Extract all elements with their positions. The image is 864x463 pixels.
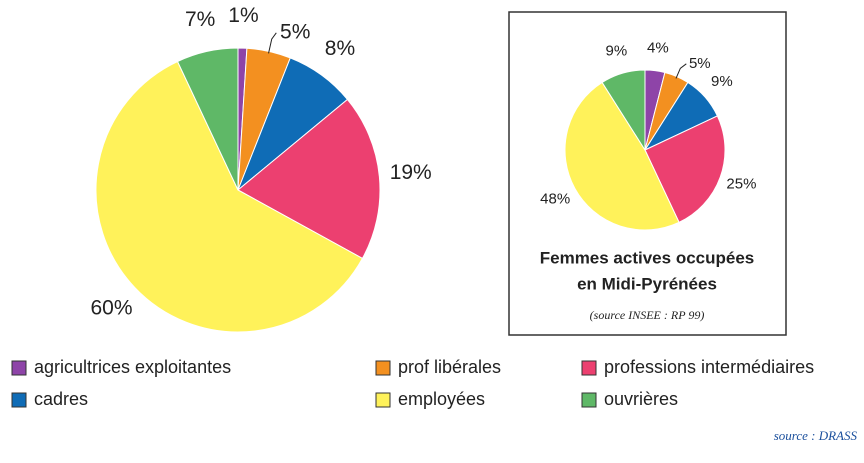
value-label: 5% bbox=[689, 55, 711, 72]
value-label: 4% bbox=[647, 39, 669, 56]
legend-swatch bbox=[375, 392, 391, 408]
legend-swatch bbox=[581, 392, 597, 408]
pie-slice bbox=[176, 47, 239, 191]
legend-label: prof libérales bbox=[398, 357, 501, 377]
legend-label: agricultrices exploitantes bbox=[34, 357, 231, 377]
legend-label: employées bbox=[398, 389, 485, 409]
value-label: 8% bbox=[325, 37, 355, 60]
legend-swatch bbox=[581, 360, 597, 376]
value-label: 7% bbox=[185, 8, 215, 31]
legend-label: professions intermédiaires bbox=[604, 357, 814, 377]
inset-frame bbox=[508, 11, 787, 336]
pie-slice bbox=[601, 69, 646, 152]
leader-line bbox=[675, 63, 687, 79]
value-label: 48% bbox=[540, 190, 570, 207]
value-label: 9% bbox=[606, 43, 628, 60]
value-label: 60% bbox=[91, 296, 133, 319]
inset-subtitle: (source INSEE : RP 99) bbox=[590, 308, 705, 322]
inset-title-1: Femmes actives occupées bbox=[540, 248, 755, 267]
value-label: 5% bbox=[280, 20, 310, 43]
legend-swatch bbox=[11, 360, 27, 376]
leader-line bbox=[268, 32, 277, 54]
pie-slice bbox=[564, 81, 680, 231]
value-label: 1% bbox=[228, 4, 258, 27]
pie-slice bbox=[95, 60, 364, 333]
value-label: 9% bbox=[711, 73, 733, 90]
value-label: 25% bbox=[726, 176, 756, 193]
source: source : DRASS bbox=[774, 428, 858, 443]
legend-swatch bbox=[11, 392, 27, 408]
legend-label: cadres bbox=[34, 389, 88, 409]
pie-slice bbox=[644, 115, 726, 224]
inset-title-2: en Midi-Pyrénées bbox=[577, 274, 717, 293]
pie-slice bbox=[237, 98, 381, 260]
legend-label: ouvrières bbox=[604, 389, 678, 409]
value-label: 19% bbox=[390, 161, 432, 184]
legend-swatch bbox=[375, 360, 391, 376]
